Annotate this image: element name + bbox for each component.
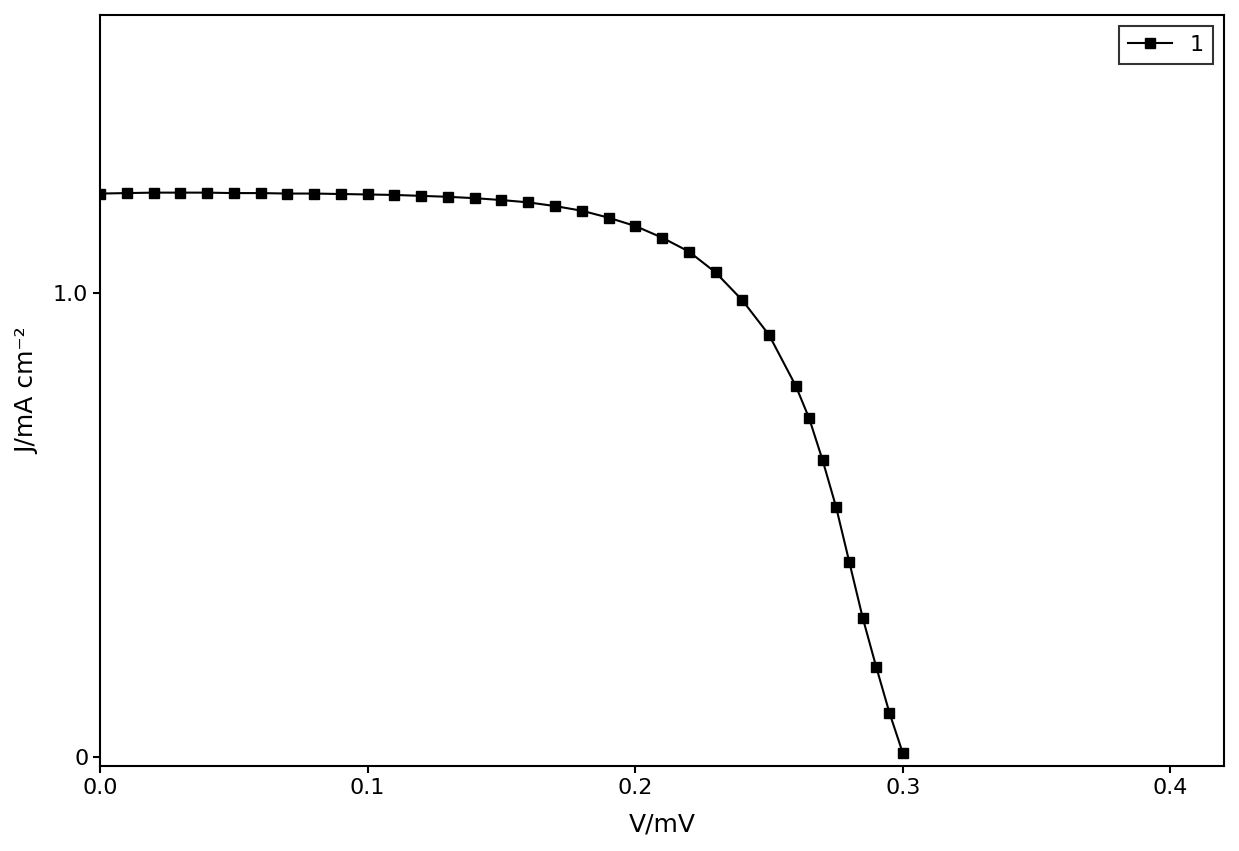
1 xyxy=(815,455,830,465)
1 xyxy=(709,267,724,277)
Y-axis label: J/mA cm⁻²: J/mA cm⁻² xyxy=(15,328,38,454)
1 xyxy=(762,330,777,340)
1 xyxy=(307,188,322,198)
1 xyxy=(628,221,643,231)
1 xyxy=(882,708,897,718)
1 xyxy=(93,188,108,198)
1 xyxy=(654,232,669,243)
1 xyxy=(387,190,401,200)
1 xyxy=(119,188,134,198)
1 xyxy=(441,191,456,202)
1 xyxy=(735,295,750,306)
1 xyxy=(681,247,696,257)
1 xyxy=(280,188,295,198)
1 xyxy=(843,557,857,568)
1 xyxy=(802,414,817,424)
1 xyxy=(467,193,482,203)
X-axis label: V/mV: V/mV xyxy=(628,812,695,836)
1 xyxy=(199,187,214,197)
1 xyxy=(601,213,616,223)
1 xyxy=(548,201,563,211)
1 xyxy=(575,206,590,216)
Line: 1: 1 xyxy=(95,188,908,758)
1 xyxy=(494,195,509,205)
1 xyxy=(829,501,844,511)
1 xyxy=(333,189,348,199)
1 xyxy=(896,748,911,758)
Legend: 1: 1 xyxy=(1119,26,1213,64)
1 xyxy=(520,197,535,208)
1 xyxy=(414,191,429,201)
1 xyxy=(855,613,870,623)
1 xyxy=(146,187,161,197)
1 xyxy=(253,188,268,198)
1 xyxy=(788,381,803,391)
1 xyxy=(869,661,883,671)
1 xyxy=(361,190,375,200)
1 xyxy=(173,187,188,197)
1 xyxy=(227,188,242,198)
